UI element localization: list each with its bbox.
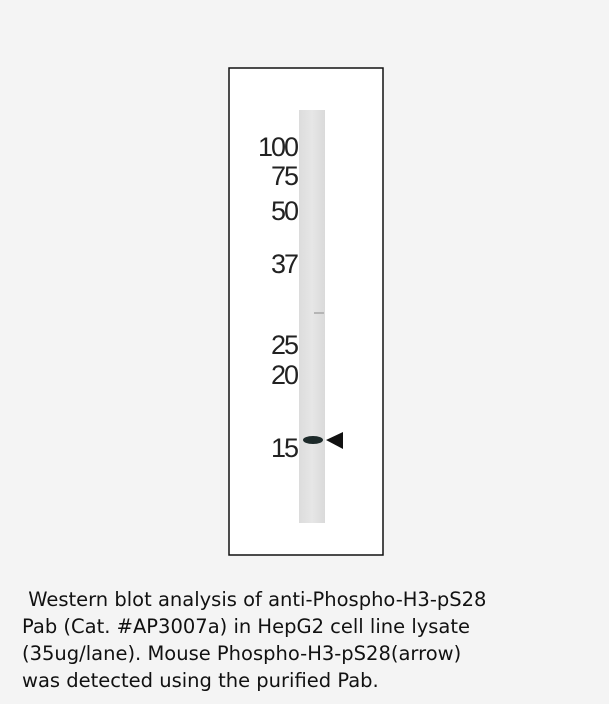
marker-label: 25	[271, 330, 298, 360]
caption-line: Pab (Cat. #AP3007a) in HepG2 cell line l…	[22, 613, 602, 640]
caption-line: Western blot analysis of anti-Phospho-H3…	[22, 586, 602, 613]
marker-label: 15	[271, 433, 298, 463]
marker-label: 50	[271, 196, 298, 226]
band	[303, 436, 323, 444]
blot-figure: 100 75 50 37 25 20 15	[0, 0, 609, 570]
caption-line: was detected using the purified Pab.	[22, 667, 602, 694]
caption: Western blot analysis of anti-Phospho-H3…	[22, 586, 602, 694]
marker-label: 20	[271, 360, 298, 390]
marker-label: 37	[271, 249, 298, 279]
marker-label: 100	[258, 132, 298, 162]
faint-band	[314, 312, 324, 314]
lane	[299, 110, 325, 523]
page: 100 75 50 37 25 20 15 Western blot analy…	[0, 0, 609, 704]
caption-line: (35ug/lane). Mouse Phospho-H3-pS28(arrow…	[22, 640, 602, 667]
marker-label: 75	[271, 161, 298, 191]
